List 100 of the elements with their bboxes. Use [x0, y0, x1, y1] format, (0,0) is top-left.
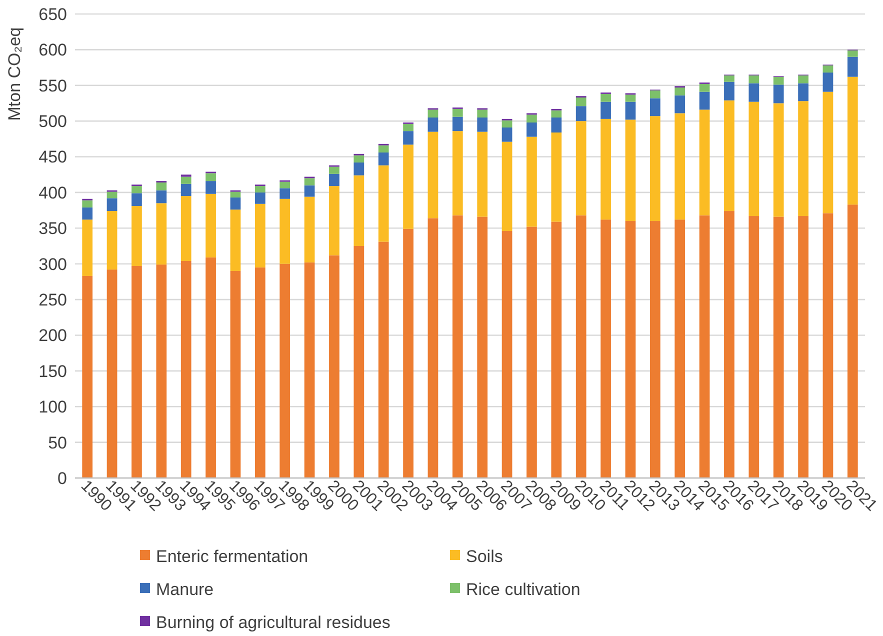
bar — [674, 95, 686, 114]
bar — [526, 114, 537, 123]
y-tick-label: 0 — [58, 468, 67, 488]
bar — [674, 220, 686, 478]
bar — [280, 264, 290, 478]
bar — [82, 200, 93, 208]
bar — [724, 211, 734, 478]
bar — [329, 255, 340, 478]
bar — [354, 155, 364, 162]
bar — [502, 120, 512, 128]
bar — [280, 182, 290, 188]
bar — [280, 188, 290, 199]
bar — [625, 221, 636, 478]
bar — [847, 204, 858, 478]
bar — [378, 145, 389, 152]
bar — [650, 221, 660, 478]
bar — [773, 76, 784, 85]
bar — [724, 82, 734, 100]
bar — [748, 83, 760, 102]
bar — [230, 197, 241, 210]
bar — [82, 220, 93, 276]
bar — [106, 211, 118, 270]
bar — [798, 75, 808, 84]
y-tick-label: 500 — [38, 112, 67, 132]
y-tick-label: 600 — [38, 40, 67, 60]
bar — [180, 260, 192, 478]
bar — [798, 83, 808, 102]
bar — [526, 226, 537, 478]
bar — [502, 231, 512, 478]
bar — [180, 196, 192, 261]
bar — [403, 131, 414, 145]
bar — [329, 186, 340, 256]
bar — [551, 132, 562, 222]
bar — [329, 174, 340, 186]
bar — [254, 204, 266, 268]
legend-label: Soils — [466, 546, 503, 566]
y-tick-label: 100 — [38, 398, 67, 417]
bar — [526, 122, 537, 137]
bar — [699, 84, 710, 92]
y-axis-title: Mton CO₂eq — [5, 27, 24, 121]
bar — [82, 276, 93, 478]
bar — [378, 165, 389, 242]
bar — [156, 203, 167, 265]
bar — [452, 215, 463, 478]
bar — [132, 186, 142, 194]
bar — [526, 136, 537, 227]
bar — [699, 110, 710, 216]
bar — [156, 190, 167, 204]
bar — [798, 216, 808, 478]
bar — [428, 118, 438, 132]
y-tick-label: 450 — [38, 148, 67, 167]
bar — [625, 102, 636, 120]
bar — [156, 182, 167, 190]
bar — [625, 120, 636, 222]
bar — [132, 193, 142, 206]
bar — [551, 222, 562, 478]
bar — [206, 181, 216, 194]
bar — [206, 257, 216, 478]
bar — [230, 270, 241, 478]
bar — [106, 192, 118, 198]
bar — [304, 196, 315, 262]
bar — [822, 65, 834, 73]
bar — [180, 176, 192, 184]
bar — [304, 178, 315, 186]
bar — [304, 185, 315, 197]
bar — [82, 207, 93, 220]
bar — [847, 56, 858, 77]
bar — [576, 98, 586, 106]
y-tick-label: 50 — [48, 433, 67, 452]
bar — [576, 121, 586, 216]
bar — [428, 110, 438, 118]
bar — [304, 262, 315, 478]
bar — [551, 110, 562, 118]
y-tick-label: 650 — [38, 4, 67, 24]
legend-label: Manure — [156, 580, 214, 599]
bar — [477, 110, 488, 118]
bar — [254, 267, 266, 478]
y-tick-label: 200 — [38, 326, 67, 346]
bar — [254, 186, 266, 192]
bar — [674, 88, 686, 96]
bar — [847, 76, 858, 205]
bar — [551, 118, 562, 132]
bar — [822, 92, 834, 214]
bar — [773, 216, 784, 478]
bar — [106, 198, 118, 212]
bar — [502, 142, 512, 232]
y-tick-label: 300 — [38, 254, 67, 274]
bar — [650, 116, 660, 222]
legend-label: Enteric fermentation — [156, 546, 308, 566]
bar — [452, 116, 463, 132]
bar — [477, 216, 488, 478]
bar — [354, 246, 364, 478]
bar — [230, 210, 241, 271]
bar — [502, 128, 512, 142]
bar — [180, 184, 192, 196]
bar — [452, 108, 463, 117]
bar — [403, 228, 414, 478]
bar — [724, 75, 734, 82]
bar — [428, 132, 438, 218]
bar — [600, 94, 611, 102]
